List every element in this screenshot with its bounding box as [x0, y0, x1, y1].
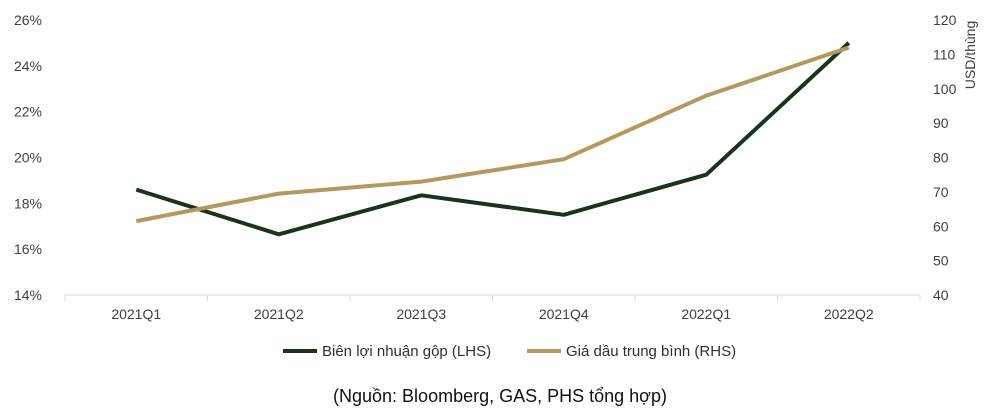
x-tick-label: 2021Q1: [111, 306, 161, 322]
right-tick-label: 120: [933, 12, 957, 28]
source-note: (Nguồn: Bloomberg, GAS, PHS tổng hợp): [333, 386, 667, 406]
right-tick-label: 70: [933, 184, 949, 200]
left-tick-label: 16%: [14, 241, 42, 257]
x-axis: 2021Q1 2021Q2 2021Q3 2021Q4 2022Q1 2022Q2: [64, 295, 921, 322]
right-tick-label: 50: [933, 253, 949, 269]
right-tick-label: 90: [933, 115, 949, 131]
right-axis: 40 50 60 70 80 90 100 110 120: [933, 12, 957, 303]
left-tick-label: 22%: [14, 104, 42, 120]
series-line-2: [135, 45, 850, 224]
legend-label: Biên lợi nhuận gộp (LHS): [322, 343, 491, 360]
left-tick-label: 24%: [14, 58, 42, 74]
x-tick-label: 2022Q2: [824, 306, 874, 322]
right-tick-label: 60: [933, 218, 949, 234]
right-tick-label: 110: [933, 46, 956, 62]
right-tick-label: 80: [933, 150, 949, 166]
x-tick-label: 2022Q1: [681, 306, 731, 322]
legend-label: Giá dầu trung bình (RHS): [566, 343, 736, 360]
right-tick-label: 100: [933, 81, 957, 97]
left-tick-label: 20%: [14, 150, 42, 166]
left-tick-label: 26%: [14, 12, 42, 28]
x-tick-label: 2021Q4: [539, 306, 589, 322]
series-line-1: [135, 41, 851, 237]
series-group: [135, 41, 851, 237]
left-tick-label: 18%: [14, 195, 42, 211]
legend: Biên lợi nhuận gộp (LHS) Giá dầu trung bì…: [283, 343, 736, 360]
x-tick-label: 2021Q2: [254, 306, 304, 322]
right-tick-label: 40: [933, 287, 949, 303]
left-axis: 14% 16% 18% 20% 22% 24% 26%: [14, 12, 42, 303]
left-tick-label: 14%: [14, 287, 42, 303]
x-tick-label: 2021Q3: [396, 306, 446, 322]
right-axis-title: USD/thùng: [962, 21, 978, 89]
